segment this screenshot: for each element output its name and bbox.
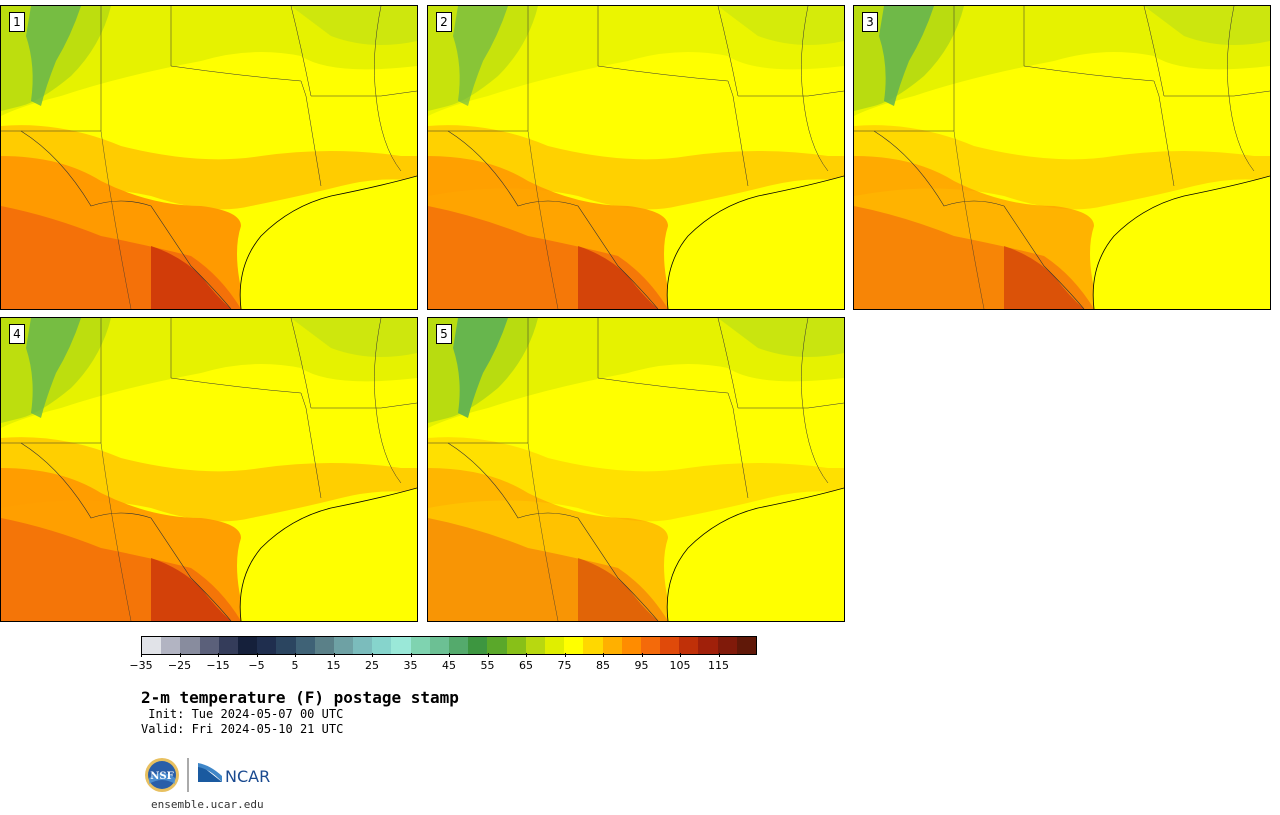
colorbar-swatch (525, 637, 545, 654)
temperature-map (1, 318, 417, 621)
website-url: ensemble.ucar.edu (151, 798, 264, 811)
colorbar-tick-label: 85 (596, 659, 610, 672)
colorbar-tick-label: 15 (326, 659, 341, 672)
colorbar-tick (333, 653, 335, 657)
colorbar-tick-label: −5 (248, 659, 265, 672)
map-panel-3: 3 (853, 5, 1271, 310)
colorbar-tick (526, 653, 527, 657)
colorbar-swatch (237, 637, 258, 654)
map-panel-1: 1 (0, 5, 418, 310)
ncar-logo-icon: NCAR (198, 763, 270, 786)
ncar-text: NCAR (225, 767, 270, 786)
colorbar-swatch (353, 637, 373, 654)
colorbar-tick-label: 75 (557, 659, 572, 672)
valid-time: Valid: Fri 2024-05-10 21 UTC (141, 722, 344, 736)
colorbar-tick-label: −15 (206, 659, 230, 672)
colorbar-swatch (142, 637, 162, 654)
colorbar-swatch (199, 637, 219, 654)
colorbar-swatch (679, 637, 699, 654)
colorbar-tick (718, 653, 720, 657)
panel-number: 2 (436, 12, 452, 32)
colorbar-swatch (314, 637, 334, 654)
colorbar-swatch (544, 637, 565, 654)
colorbar-tick-label: −25 (167, 659, 192, 672)
nsf-logo-icon: NSF (145, 758, 179, 792)
colorbar-swatch (736, 637, 756, 654)
colorbar-tick-label: 5 (291, 659, 299, 672)
colorbar-swatch (391, 637, 411, 654)
colorbar-tick (218, 653, 219, 657)
colorbar-swatch (468, 637, 488, 654)
colorbar-tick-label: 95 (634, 659, 649, 672)
colorbar-swatch (372, 637, 392, 654)
colorbar (141, 636, 757, 655)
panel-number: 5 (436, 324, 452, 344)
colorbar-swatch (295, 637, 315, 654)
colorbar-tick (179, 653, 181, 657)
colorbar-swatch (449, 637, 469, 654)
init-time: Init: Tue 2024-05-07 00 UTC (141, 707, 344, 721)
colorbar-tick (603, 653, 604, 657)
colorbar-tick-label: 55 (480, 659, 495, 672)
map-panel-5: 5 (427, 317, 845, 622)
colorbar-tick (410, 653, 412, 657)
colorbar-swatch (506, 637, 526, 654)
colorbar-tick-label: 105 (669, 659, 691, 672)
colorbar-swatch (487, 637, 507, 654)
panel-number: 3 (862, 12, 878, 32)
colorbar-swatch (218, 637, 238, 654)
colorbar-swatch (180, 637, 200, 654)
colorbar-swatch (564, 637, 584, 654)
colorbar-swatch (276, 637, 296, 654)
colorbar-swatch (602, 637, 622, 654)
colorbar-swatch (660, 637, 680, 654)
colorbar-tick (641, 653, 643, 657)
colorbar-tick-label: 25 (365, 659, 379, 672)
colorbar-tick-label: 45 (442, 659, 456, 672)
colorbar-swatch (410, 637, 430, 654)
colorbar-ticks: −35 −25 −15 −5 5 15 25 35 45 55 65 75 85 95 105 115 (129, 653, 757, 673)
colorbar-swatch (429, 637, 449, 654)
temperature-map (854, 6, 1270, 309)
colorbar-swatch (583, 637, 603, 654)
nsf-text: NSF (150, 771, 173, 782)
colorbar-tick-label: −35 (129, 659, 153, 672)
map-panel-2: 2 (427, 5, 845, 310)
colorbar-tick-label: 35 (403, 659, 418, 672)
colorbar-tick (372, 653, 373, 657)
map-panel-4: 4 (0, 317, 418, 622)
colorbar-swatch (257, 637, 277, 654)
colorbar-tick (680, 653, 681, 657)
colorbar-tick (449, 653, 450, 657)
panel-number: 4 (9, 324, 25, 344)
colorbar-swatch (621, 637, 641, 654)
temperature-map (1, 6, 417, 309)
panel-number: 1 (9, 12, 25, 32)
temperature-map (428, 6, 844, 309)
temperature-map (428, 318, 844, 621)
colorbar-swatch (717, 637, 737, 654)
colorbar-swatch (161, 637, 181, 654)
colorbar-swatch (698, 637, 718, 654)
colorbar-tick-label: 65 (519, 659, 533, 672)
colorbar-tick (564, 653, 566, 657)
colorbar-tick (256, 653, 258, 657)
colorbar-swatch (640, 637, 661, 654)
colorbar-tick (295, 653, 296, 657)
colorbar-tick (141, 653, 142, 657)
colorbar-tick (487, 653, 489, 657)
logos: NSF NCAR (144, 756, 274, 796)
figure-title: 2-m temperature (F) postage stamp (141, 688, 459, 707)
colorbar-tick-label: 115 (708, 659, 729, 672)
colorbar-swatch (333, 637, 354, 654)
